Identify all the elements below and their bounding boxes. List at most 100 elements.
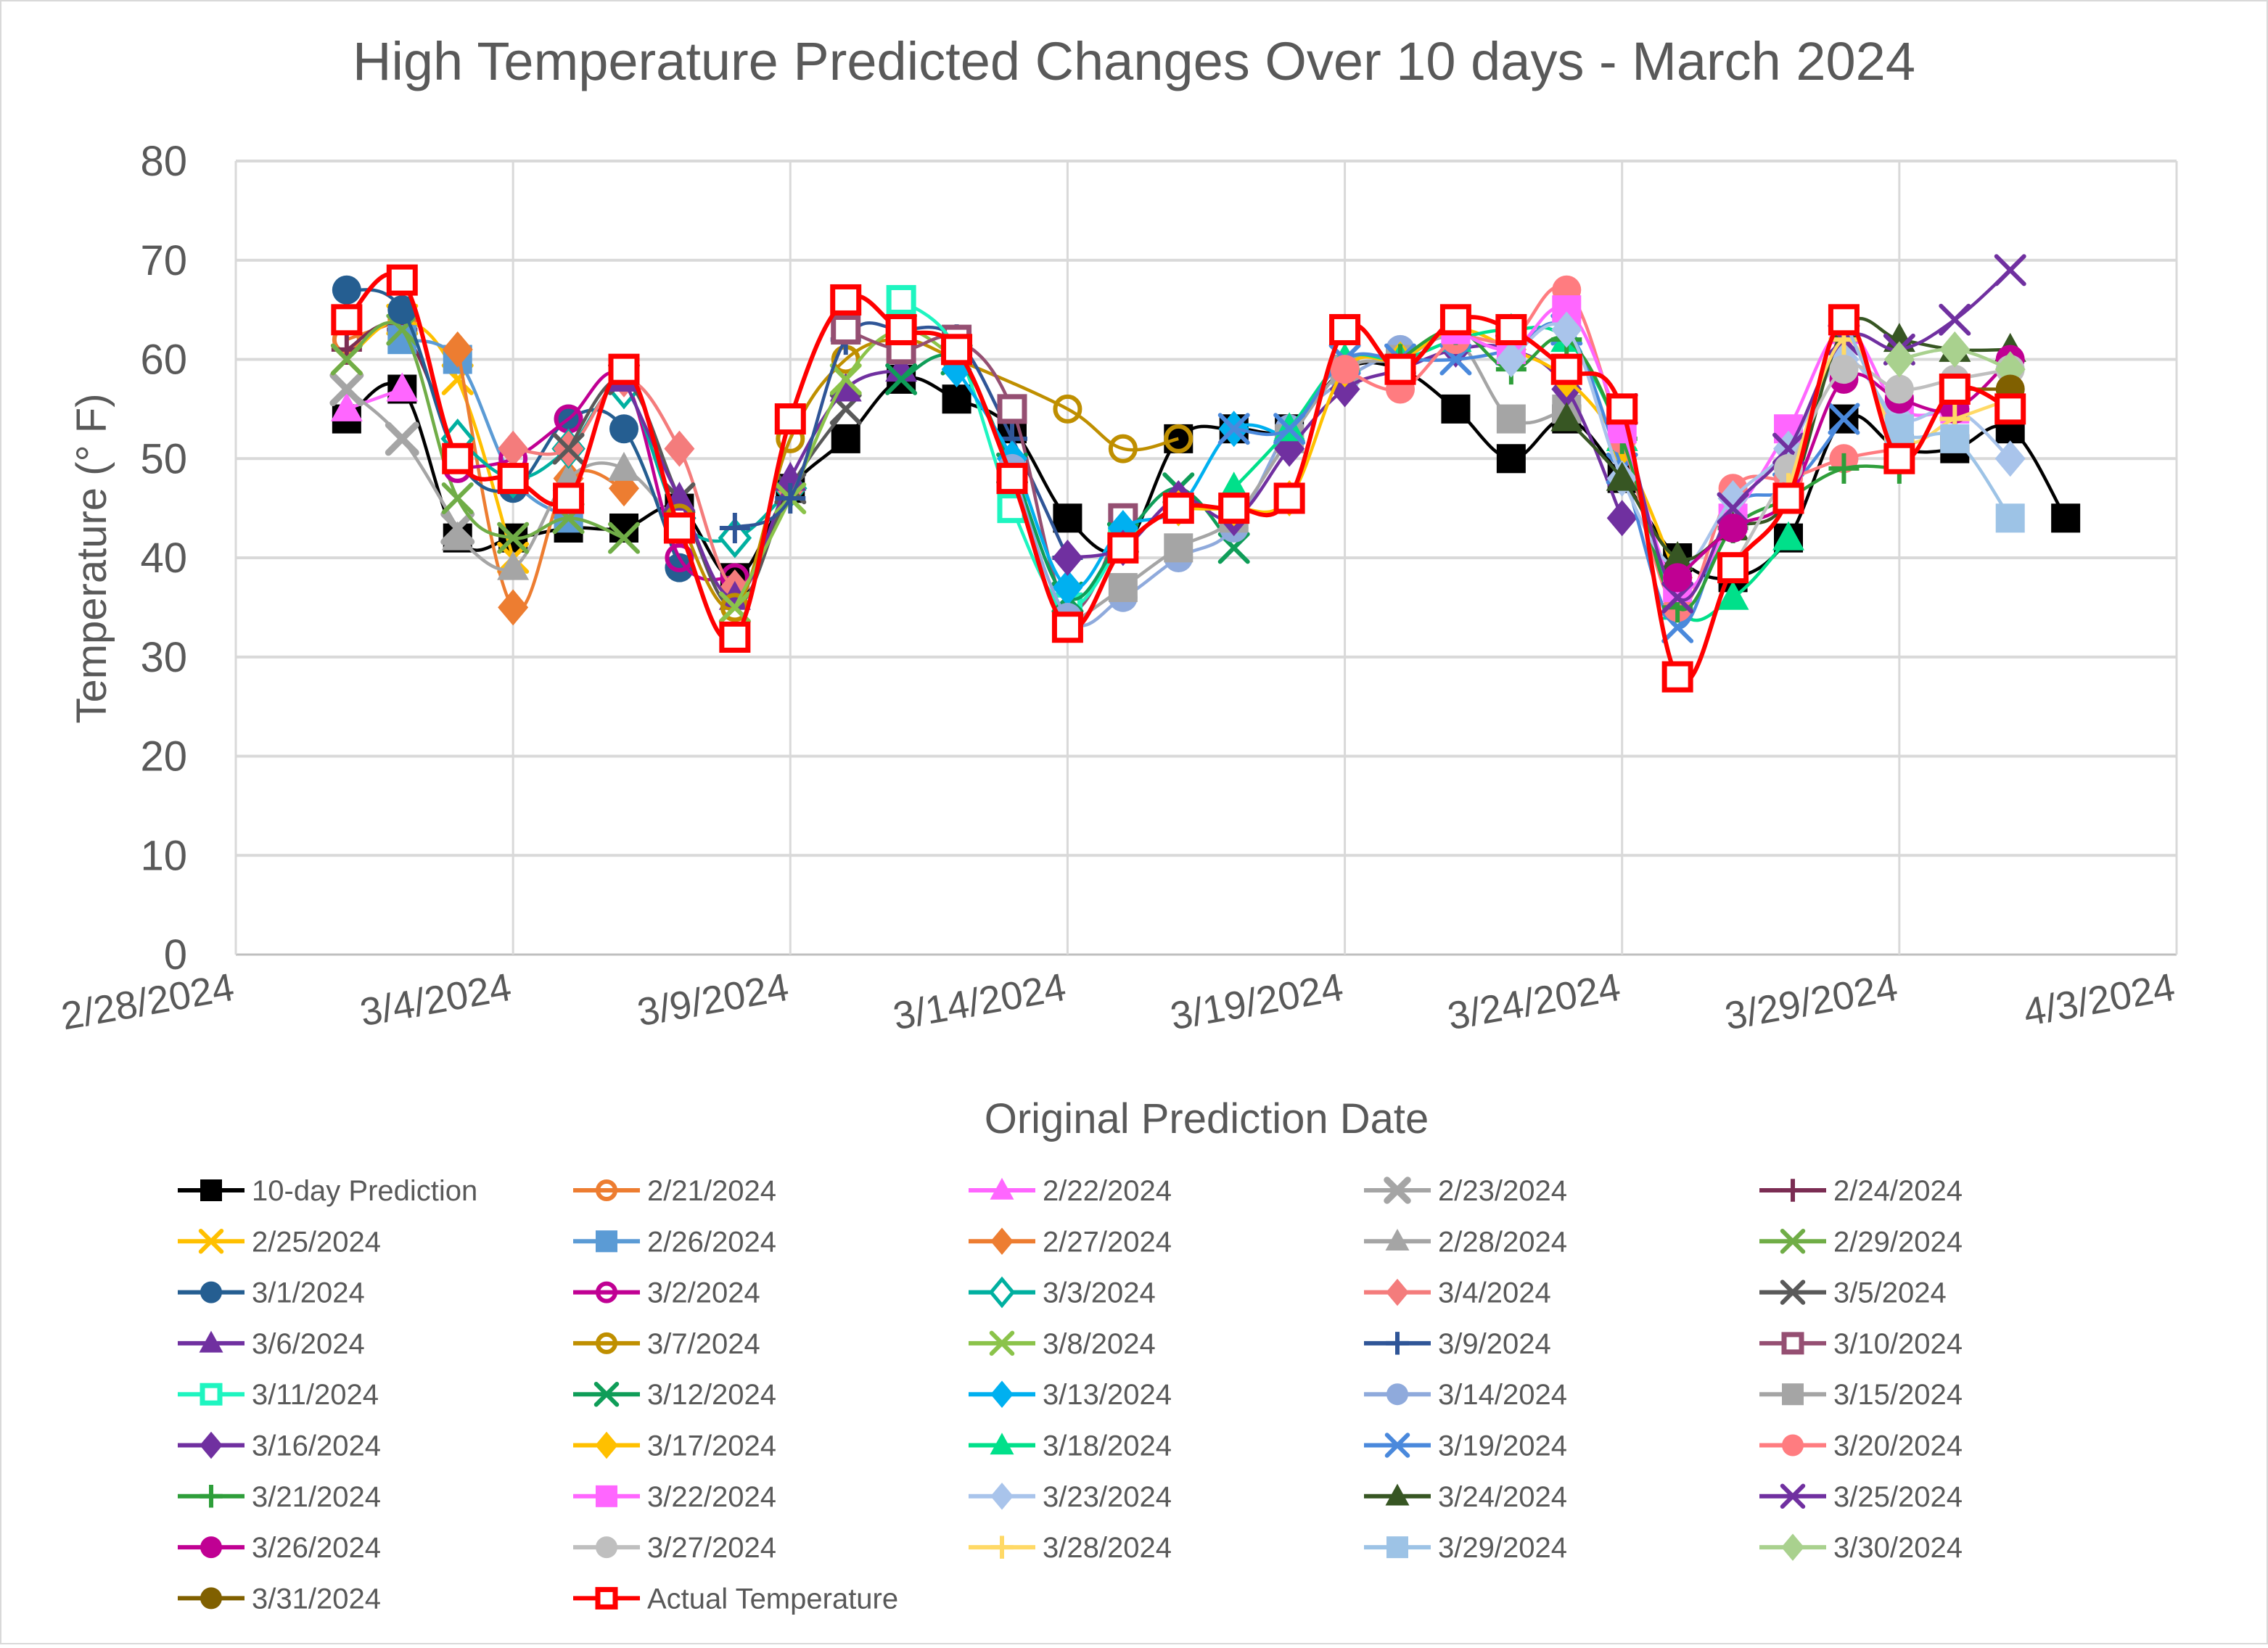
data-point-marker (1828, 403, 1860, 435)
data-point-marker (1883, 442, 1915, 474)
data-point-marker (1884, 374, 1914, 404)
legend-marker (1782, 1383, 1804, 1406)
legend-marker (596, 1230, 617, 1253)
legend-marker (1781, 1533, 1804, 1561)
data-point-marker (1162, 493, 1194, 524)
legend-marker (1780, 1483, 1806, 1509)
legend-label: 2/24/2024 (1833, 1175, 1963, 1207)
legend-marker (595, 1431, 618, 1459)
series-line (1510, 322, 2012, 569)
data-point-marker (1107, 532, 1139, 564)
legend-marker (1385, 1229, 1410, 1251)
legend-marker (1386, 1332, 1409, 1355)
data-point-marker (1994, 440, 2026, 477)
legend-entry: 3/15/2024 (1759, 1379, 1963, 1411)
data-point-marker (331, 304, 363, 336)
data-point-marker (1994, 254, 2026, 287)
legend-marker (990, 1433, 1014, 1455)
legend-entry: 3/17/2024 (573, 1430, 776, 1462)
legend-label: 3/25/2024 (1833, 1481, 1963, 1513)
data-point-marker (997, 394, 1027, 424)
data-point-marker (1053, 503, 1082, 533)
legend-marker (1384, 1433, 1410, 1458)
data-point-marker (1828, 453, 1860, 484)
data-point-marker (385, 421, 419, 456)
legend-label: 3/29/2024 (1438, 1532, 1567, 1564)
legend-label: 3/31/2024 (252, 1583, 381, 1615)
data-point-marker (775, 482, 806, 514)
legend-entry: 3/6/2024 (178, 1328, 365, 1360)
data-point-marker (497, 551, 530, 580)
legend-label: 3/19/2024 (1438, 1430, 1567, 1462)
data-point-marker (442, 331, 473, 368)
legend-label: 3/5/2024 (1833, 1277, 1947, 1309)
data-point-marker (1164, 533, 1193, 563)
series-line (401, 337, 570, 520)
legend-marker (596, 1536, 617, 1559)
series-plot-area (329, 254, 2081, 693)
data-point-marker (1939, 303, 1971, 336)
legend-entry: 3/11/2024 (178, 1379, 379, 1411)
legend-entry: Actual Temperature (573, 1583, 898, 1615)
legend-label: 10-day Prediction (252, 1175, 477, 1207)
legend-entry: 3/14/2024 (1364, 1379, 1567, 1411)
data-point-marker (774, 403, 806, 435)
y-tick-label: 0 (164, 931, 187, 978)
legend-marker (198, 1229, 224, 1254)
legend-marker (990, 1177, 1014, 1200)
legend-marker (200, 1536, 222, 1559)
legend-label: 3/12/2024 (647, 1379, 776, 1411)
data-point-marker (386, 264, 418, 296)
data-point-marker (1330, 355, 1360, 384)
data-point-marker (1661, 661, 1693, 693)
y-tick-label: 80 (140, 138, 187, 185)
legend-label: Actual Temperature (647, 1583, 898, 1615)
legend-marker (1780, 1229, 1806, 1254)
data-point-marker (441, 482, 474, 514)
legend-entry: 3/27/2024 (573, 1532, 776, 1564)
legend-entry: 3/25/2024 (1759, 1481, 1963, 1513)
data-point-marker (1496, 444, 1526, 474)
series-2-22-2024 (330, 372, 419, 421)
data-point-marker (664, 430, 695, 467)
data-point-marker (1441, 394, 1471, 424)
legend-entry: 3/20/2024 (1759, 1430, 1963, 1462)
data-point-marker (941, 334, 973, 366)
legend-entry: 2/26/2024 (573, 1226, 776, 1258)
legend-label: 3/23/2024 (1043, 1481, 1172, 1513)
data-point-marker (608, 522, 640, 554)
data-point-marker (497, 463, 529, 495)
legend-entry: 3/30/2024 (1759, 1532, 1963, 1564)
data-point-marker (1384, 353, 1416, 385)
data-point-marker (1496, 404, 1526, 434)
legend-label: 3/22/2024 (647, 1481, 776, 1513)
data-point-marker (1329, 313, 1361, 345)
legend-label: 2/29/2024 (1833, 1226, 1963, 1258)
legend-label: 3/11/2024 (252, 1379, 379, 1411)
legend-marker (593, 1381, 620, 1407)
data-point-marker (1994, 393, 2026, 425)
legend-label: 3/28/2024 (1043, 1532, 1172, 1564)
legend-entry: 2/29/2024 (1759, 1226, 1963, 1258)
legend-marker (596, 1281, 617, 1303)
data-point-marker (1606, 461, 1638, 491)
legend-marker (199, 1330, 223, 1353)
data-point-marker (831, 424, 860, 453)
data-point-marker (608, 451, 640, 481)
legend-label: 3/21/2024 (252, 1481, 381, 1513)
data-point-marker (332, 275, 361, 305)
y-tick-label: 30 (140, 634, 187, 681)
legend-label: 3/8/2024 (1043, 1328, 1156, 1360)
legend-label: 3/20/2024 (1833, 1430, 1963, 1462)
data-point-marker (1939, 374, 1971, 405)
data-point-marker (1661, 541, 1694, 570)
legend-marker (1781, 1179, 1804, 1202)
data-point-marker (1164, 424, 1193, 453)
data-point-marker (330, 392, 363, 421)
y-tick-label: 50 (140, 435, 187, 482)
legend: 10-day Prediction 2/21/2024 2/22/2024 2/23/… (178, 1175, 1963, 1615)
legend-entry: 3/28/2024 (969, 1532, 1172, 1564)
data-point-marker (1995, 503, 2025, 533)
